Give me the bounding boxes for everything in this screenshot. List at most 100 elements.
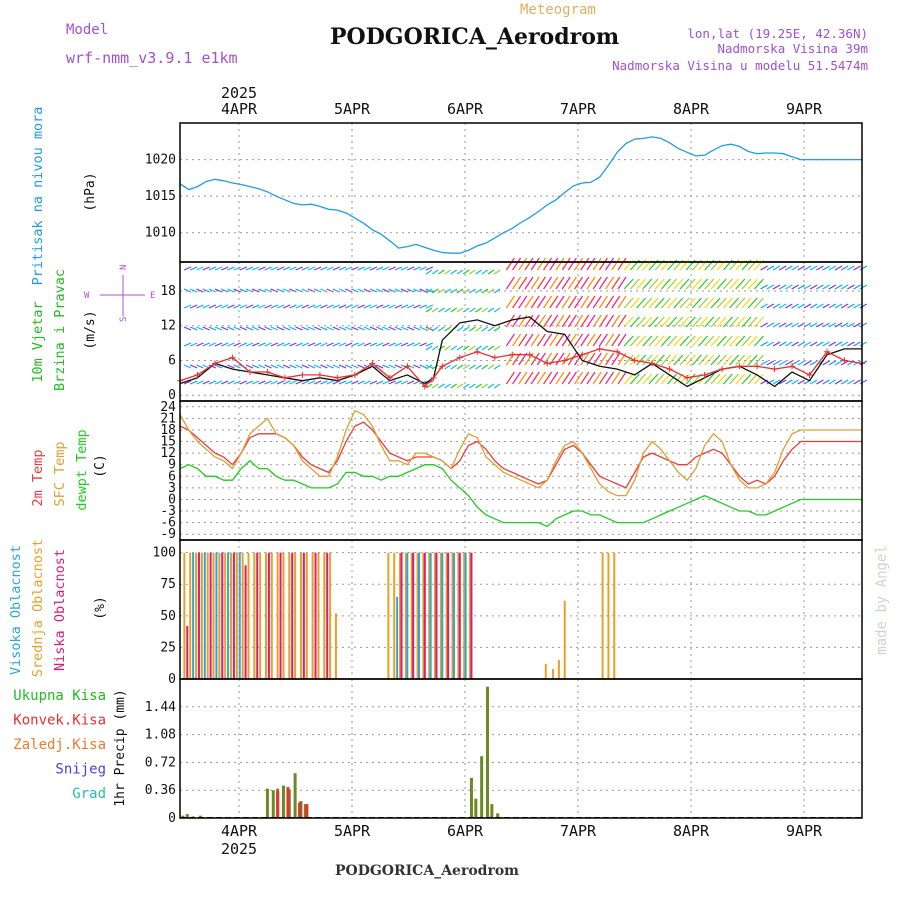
wind-barb xyxy=(301,380,310,385)
precip-bar xyxy=(281,785,285,818)
wind-barb xyxy=(363,266,372,271)
wind-barb xyxy=(264,266,272,271)
wind-barb xyxy=(592,352,602,366)
wind-ylabel-1: 10m Vjetar xyxy=(30,301,46,382)
cloud-label-1: Visoka Oblacnost xyxy=(8,545,24,675)
wind-barb xyxy=(524,295,534,309)
wind-barb xyxy=(512,333,522,347)
wind-barb xyxy=(258,304,266,309)
wind-barb xyxy=(438,383,445,389)
wind-barb xyxy=(233,288,241,293)
wind-barb xyxy=(574,257,584,271)
wind-barb xyxy=(512,314,522,328)
wind-barb xyxy=(282,304,291,309)
wind-barb xyxy=(518,276,528,290)
gust-point xyxy=(246,369,253,376)
wind-barb xyxy=(642,335,653,347)
wind-barb xyxy=(189,364,198,369)
wind-barb xyxy=(382,380,390,385)
wind-barb xyxy=(753,335,764,347)
wind-barb xyxy=(685,278,696,290)
wind-barb xyxy=(772,341,781,347)
wind-barb xyxy=(667,297,678,309)
wind-barb xyxy=(828,360,837,366)
wind-barb xyxy=(450,383,458,389)
wind-barb xyxy=(766,379,775,385)
wind-barb xyxy=(660,316,671,328)
wind-barb xyxy=(202,266,210,271)
wind-barb xyxy=(295,380,303,385)
wind-barb xyxy=(388,380,396,385)
wind-barb xyxy=(276,364,285,369)
wind-arrows xyxy=(183,257,868,389)
wind-barb xyxy=(785,360,793,366)
wind-barb xyxy=(735,354,746,366)
wind-barb xyxy=(543,371,553,385)
wind-barb xyxy=(388,342,396,347)
precip-legend-item: Grad xyxy=(72,786,106,802)
top-day-label: 6APR xyxy=(447,100,484,118)
wind-barb xyxy=(258,364,266,369)
wind-barb xyxy=(487,345,495,351)
wind-barb xyxy=(530,371,540,385)
wind-barb xyxy=(853,322,861,328)
wind-barb xyxy=(444,345,451,351)
wind-barb xyxy=(512,276,522,290)
wind-barb xyxy=(425,288,433,294)
wind-barb xyxy=(344,326,353,331)
wind-barb xyxy=(270,342,279,347)
wind-barb xyxy=(549,257,559,271)
wind-barb xyxy=(313,288,322,293)
wind-barb xyxy=(276,342,285,347)
gust-point xyxy=(351,371,358,378)
wind-barb xyxy=(518,333,528,347)
wind-barb xyxy=(462,269,470,275)
wind-barb xyxy=(369,342,378,347)
wind-barb xyxy=(270,304,279,309)
y-tick-label: 1020 xyxy=(145,153,176,168)
wind-barb xyxy=(419,288,427,293)
wind-barb xyxy=(382,304,390,309)
wind-barb xyxy=(859,379,868,385)
wind-barb xyxy=(772,379,781,385)
wind-barb xyxy=(598,314,608,328)
wind-barb xyxy=(809,303,818,309)
wind-barb xyxy=(580,276,590,290)
gust-point xyxy=(701,371,708,378)
wind-barb xyxy=(642,354,653,366)
wind-barb xyxy=(580,295,590,309)
y-tick-label: 18 xyxy=(160,423,176,438)
wind-barb xyxy=(580,314,590,328)
wind-barb xyxy=(729,354,740,366)
gust-point xyxy=(666,366,673,373)
wind-barb xyxy=(859,341,868,347)
wind-barb xyxy=(512,257,522,271)
wind-barb xyxy=(487,364,495,370)
precip-bar xyxy=(185,814,189,818)
wind-barb xyxy=(214,364,223,369)
wind-barb xyxy=(623,278,634,290)
y-tick-label: 1015 xyxy=(145,189,176,204)
wind-barb xyxy=(524,333,534,347)
wind-barb xyxy=(704,316,715,328)
series-line xyxy=(179,316,862,388)
wind-barb xyxy=(822,265,830,271)
wind-barb xyxy=(307,380,316,385)
wind-barb xyxy=(760,284,768,290)
wind-barb xyxy=(251,380,260,385)
wind-barb xyxy=(202,288,210,293)
wind-barb xyxy=(549,371,559,385)
wind-barb xyxy=(487,307,495,313)
wind-barb xyxy=(444,307,451,313)
pressure-units: (hPa) xyxy=(83,172,98,211)
wind-barb xyxy=(617,295,627,309)
wind-barb xyxy=(747,316,758,328)
wind-barb xyxy=(847,265,855,271)
y-tick-label: 24 xyxy=(160,400,176,415)
wind-barb xyxy=(822,341,830,347)
wind-barb xyxy=(444,269,451,275)
wind-barb xyxy=(202,380,210,385)
wind-barb xyxy=(816,322,824,328)
gust-point xyxy=(649,360,656,367)
wind-barb xyxy=(561,276,571,290)
